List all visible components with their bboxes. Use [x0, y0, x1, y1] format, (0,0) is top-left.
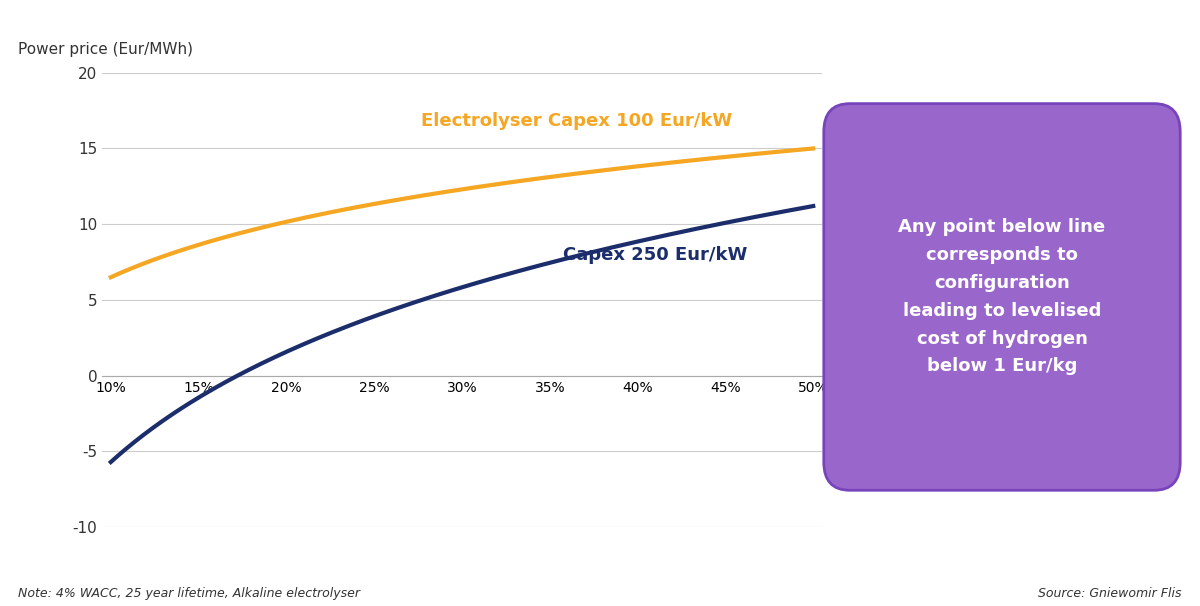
Text: Power price (Eur/MWh): Power price (Eur/MWh) — [18, 42, 193, 58]
Text: Source: Gniewomir Flis: Source: Gniewomir Flis — [1038, 587, 1182, 600]
Text: Any point below line
corresponds to
configuration
leading to levelised
cost of h: Any point below line corresponds to conf… — [899, 218, 1105, 376]
Text: Capex 250 Eur/kW: Capex 250 Eur/kW — [563, 245, 748, 264]
Text: Note: 4% WACC, 25 year lifetime, Alkaline electrolyser: Note: 4% WACC, 25 year lifetime, Alkalin… — [18, 587, 360, 600]
Text: Capacity factor: Capacity factor — [826, 394, 942, 409]
FancyBboxPatch shape — [823, 104, 1180, 490]
Text: Electrolyser Capex 100 Eur/kW: Electrolyser Capex 100 Eur/kW — [420, 112, 732, 130]
